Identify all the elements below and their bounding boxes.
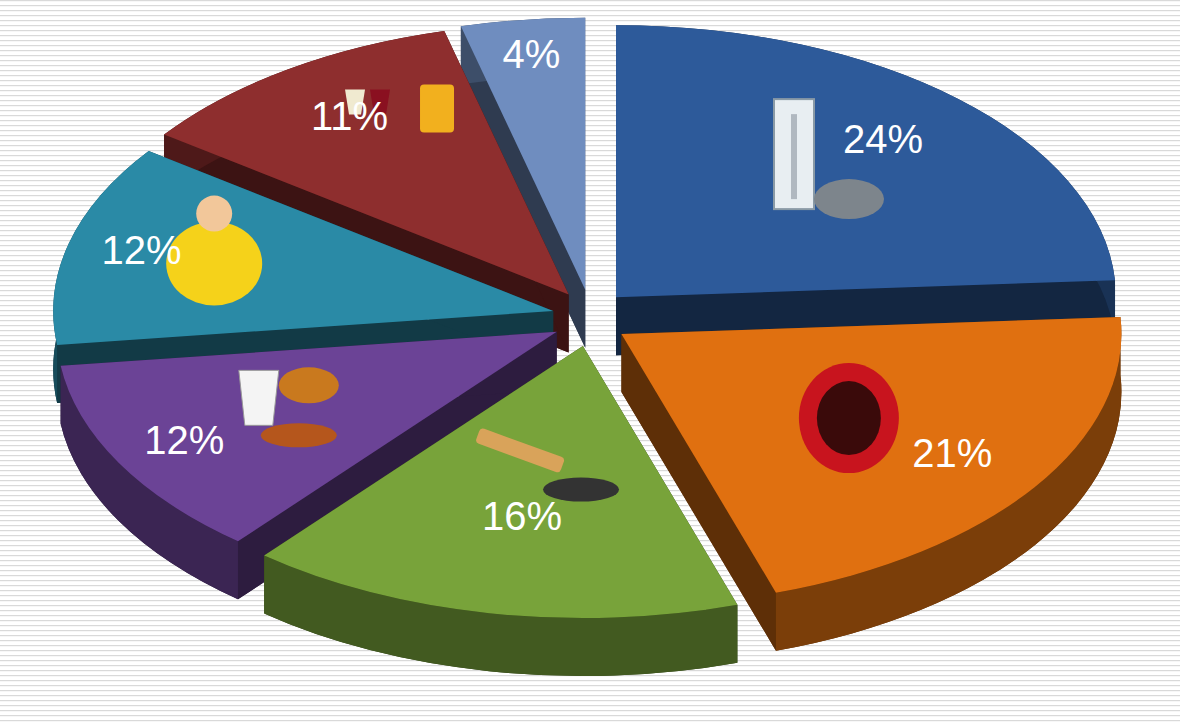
slice-top <box>264 346 737 618</box>
icon-hotdog <box>261 423 337 447</box>
data-label: 11% <box>311 94 388 138</box>
slice <box>264 346 737 676</box>
icon-beer <box>420 84 454 132</box>
data-label: 12% <box>144 418 224 462</box>
data-label: 4% <box>502 32 560 76</box>
slice-side <box>616 25 1115 338</box>
data-label: 24% <box>843 117 923 161</box>
slice-top <box>616 25 1115 297</box>
background <box>0 0 1180 723</box>
icon-head <box>196 196 232 232</box>
data-label: 12% <box>102 228 182 272</box>
slice-top <box>53 151 553 345</box>
icon-artery <box>799 363 899 473</box>
icon-gauge <box>774 99 814 209</box>
icon-cuff <box>814 179 884 219</box>
data-label: 21% <box>912 431 992 475</box>
icon-gauge-tube <box>791 114 797 199</box>
pie <box>53 18 1121 676</box>
data-labels: 24% 21% 16% 12% 12% 11% 4% <box>102 32 993 538</box>
icon-cigarette <box>475 427 565 473</box>
icons <box>166 84 899 501</box>
data-label: 16% <box>482 494 562 538</box>
slice <box>616 25 1115 355</box>
chart: 24% 21% 16% 12% 12% 11% 4% <box>0 0 1180 723</box>
icon-artery-inner <box>817 381 881 455</box>
icon-cup <box>239 370 279 425</box>
icon-fries <box>279 367 339 403</box>
